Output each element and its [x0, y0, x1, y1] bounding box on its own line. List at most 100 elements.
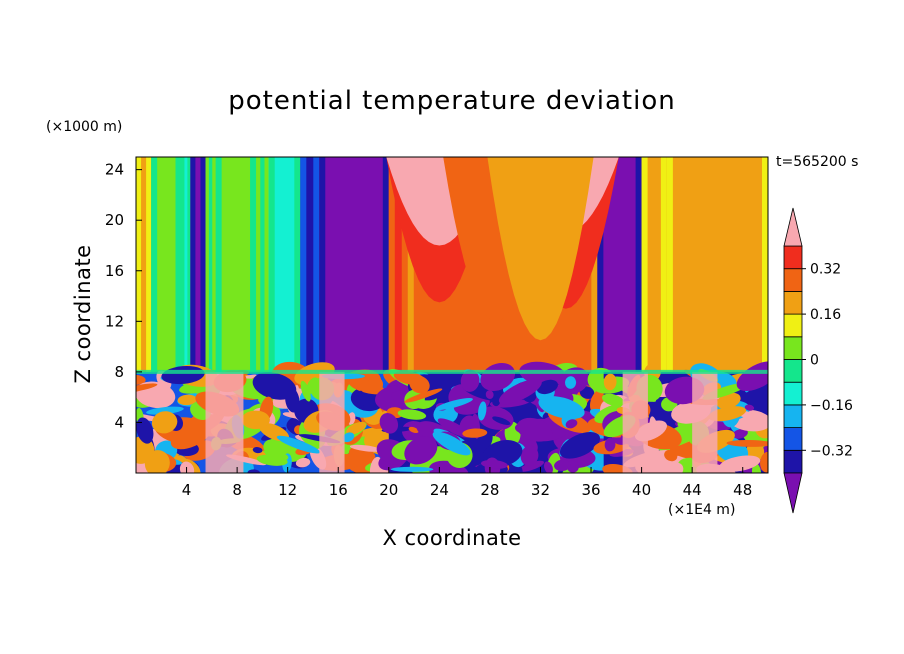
colorbar-box: [783, 404, 803, 428]
turbulent-eddy: [498, 378, 542, 405]
plot-frame: [135, 156, 769, 474]
y-axis: 4 8 12 16 20 24: [105, 161, 142, 431]
upper-column-edge-13: [660, 157, 667, 372]
colorbar-box: [783, 268, 803, 292]
turbulent-eddy: [601, 393, 625, 407]
turbulent-eddy: [397, 409, 427, 420]
upper-column-edge-5: [215, 157, 222, 372]
turbulent-eddy: [295, 457, 311, 468]
colorbar-box: [783, 381, 803, 406]
turbulent-eddy: [481, 459, 508, 469]
x-tick-label: 12: [278, 481, 297, 499]
colorbar-tick-label: −0.16: [810, 398, 853, 414]
turbulent-eddy: [409, 375, 430, 394]
turbulent-eddy: [604, 437, 616, 452]
plume-5: [487, 157, 594, 341]
colorbar-box: [783, 290, 803, 315]
lower-warm-column-2: [622, 371, 648, 473]
x-tick-label: 36: [581, 481, 600, 499]
turbulent-eddy: [716, 392, 741, 410]
turbulent-eddy: [544, 461, 553, 473]
upper-column-edge-4: [212, 157, 216, 372]
y-tick-label: 20: [105, 211, 124, 229]
turbulent-eddy: [432, 431, 471, 456]
upper-column-edge-12: [597, 157, 604, 372]
upper-column-edge-1: [151, 157, 158, 372]
turbulent-eddy: [408, 426, 419, 434]
turbulent-eddy: [478, 401, 487, 421]
turbulent-eddy: [760, 451, 768, 473]
colorbar-tick-label: −0.32: [810, 443, 853, 459]
turbulent-eddy: [241, 410, 270, 430]
layer-boundary: [136, 369, 768, 374]
x-tick-label: 8: [232, 481, 242, 499]
upper-column-edge-8: [300, 157, 307, 372]
upper-column-edge-9: [319, 157, 326, 372]
upper-column-edge-4: [205, 157, 209, 372]
colorbar: 0.32 0.16 0 −0.16 −0.32: [783, 207, 853, 514]
turbulent-eddy: [520, 445, 539, 466]
upper-column-edge-11: [407, 157, 414, 372]
upper-column-edge-8: [313, 157, 320, 372]
turbulent-eddy: [708, 406, 747, 422]
turbulent-eddy: [603, 373, 617, 391]
turbulent-eddy: [379, 412, 399, 434]
turbulent-eddy: [462, 428, 488, 438]
upper-column-edge-3: [190, 157, 196, 372]
turbulent-eddy: [306, 377, 320, 394]
upper-column-14: [666, 157, 768, 372]
x-axis: 4 8 12 16 20 24 28 32 36 40 44 48: [182, 467, 752, 499]
turbulent-eddy: [300, 380, 311, 402]
colorbar-box: [783, 336, 803, 360]
colorbar-tick-label: 0.32: [810, 262, 841, 278]
y-tick-label: 12: [105, 312, 124, 330]
turbulent-eddy: [744, 404, 755, 411]
x-tick-label: 4: [182, 481, 192, 499]
turbulent-eddy: [346, 421, 367, 435]
x-tick-label: 28: [480, 481, 499, 499]
upper-column-edge-6: [264, 157, 269, 372]
x-tick-label: 48: [733, 481, 752, 499]
turbulent-eddy: [404, 436, 438, 465]
upper-column-edge-11: [591, 157, 598, 372]
upper-column-edge-5: [250, 157, 257, 372]
turbulent-eddy: [664, 449, 678, 462]
turbulent-eddy: [146, 406, 184, 415]
lower-warm-column-0: [205, 371, 244, 473]
turbulent-eddy: [719, 455, 761, 472]
colorbar-box: [783, 359, 803, 383]
colorbar-tick-label: 0.16: [810, 307, 841, 323]
turbulent-eddy: [349, 444, 382, 452]
colorbar-box: [783, 313, 803, 338]
x-tick-label: 40: [632, 481, 651, 499]
upper-column-edge-2: [181, 157, 185, 372]
y-axis-unit: (×1000 m): [46, 119, 123, 135]
turbulent-eddy: [492, 396, 501, 407]
upper-column-edge-14: [762, 157, 768, 372]
upper-column-9: [319, 157, 389, 372]
y-tick-label: 4: [114, 413, 124, 431]
lower-warm-column-1: [319, 371, 345, 473]
upper-column-edge-0: [136, 157, 142, 372]
x-axis-label: X coordinate: [382, 526, 522, 550]
y-tick-label: 8: [114, 363, 124, 381]
upper-column-edge-7: [268, 157, 275, 372]
turbulent-eddy: [404, 388, 443, 403]
upper-column-5: [215, 157, 257, 372]
contour-field: [136, 157, 768, 473]
y-tick-label: 16: [105, 262, 124, 280]
colorbar-box: [783, 245, 803, 270]
turbulent-eddy: [252, 372, 297, 400]
turbulent-eddy: [151, 411, 178, 434]
turbulent-eddy: [252, 446, 263, 454]
turbulent-eddy: [435, 397, 473, 411]
upper-column-edge-6: [256, 157, 261, 372]
turbulent-eddy: [579, 386, 595, 399]
turbulent-eddy: [485, 390, 494, 399]
turbulent-eddy: [519, 460, 545, 472]
x-tick-label: 20: [379, 481, 398, 499]
turbulent-eddy: [492, 416, 511, 426]
turbulent-eddy: [736, 361, 768, 392]
colorbar-box: [783, 427, 803, 451]
